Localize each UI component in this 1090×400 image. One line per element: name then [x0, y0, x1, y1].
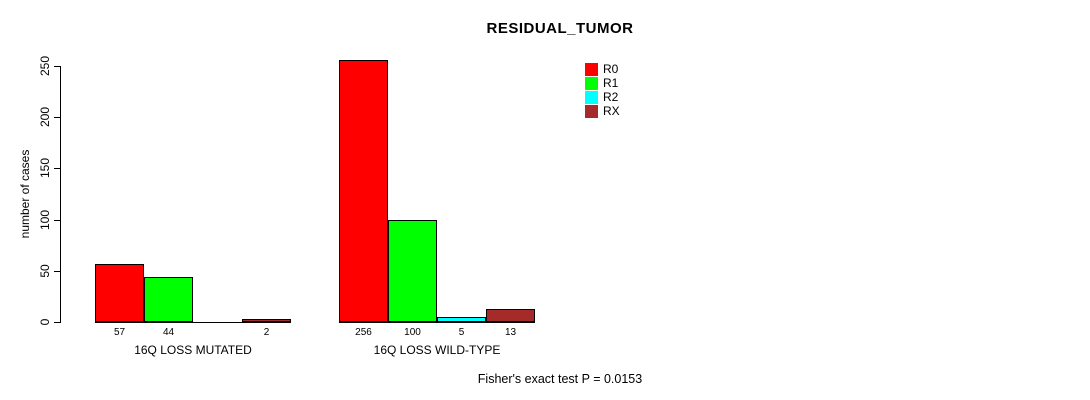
bar-r0-group2	[339, 60, 388, 322]
y-tick-label: 100	[38, 209, 52, 231]
y-tick-mark	[54, 220, 60, 221]
chart-title: RESIDUAL_TUMOR	[486, 20, 634, 37]
legend-swatch-r2	[585, 90, 598, 104]
x-category-label: 16Q LOSS WILD-TYPE	[373, 343, 501, 357]
bar-r1-group1	[144, 277, 193, 322]
bar-r0-group1	[95, 264, 144, 322]
bar-value-label: 5	[458, 327, 465, 338]
y-tick-label: 200	[38, 106, 52, 128]
bar-value-label: 13	[504, 327, 517, 338]
y-tick-mark	[54, 168, 60, 169]
bar-value-label: 100	[404, 327, 421, 338]
legend-swatch-rx	[585, 104, 598, 118]
y-axis-line	[60, 66, 61, 323]
legend-label-rx: RX	[603, 104, 620, 118]
bar-rx-group1	[242, 319, 291, 322]
bar-value-label: 44	[162, 327, 175, 338]
y-tick-label: 0	[38, 318, 52, 326]
legend-row-r0: R0	[585, 62, 620, 76]
legend-swatch-r0	[585, 62, 598, 76]
y-tick-mark	[54, 66, 60, 67]
legend-row-r2: R2	[585, 90, 620, 104]
y-tick-mark	[54, 322, 60, 323]
group-baseline	[95, 322, 291, 323]
legend-swatch-r1	[585, 76, 598, 90]
legend-row-rx: RX	[585, 104, 620, 118]
y-tick-label: 50	[38, 264, 52, 278]
y-tick-label: 250	[38, 55, 52, 77]
x-category-label: 16Q LOSS MUTATED	[134, 343, 252, 357]
legend-label-r2: R2	[603, 90, 619, 104]
bar-r1-group2	[388, 220, 437, 322]
bar-value-label: 2	[263, 327, 270, 338]
bar-r2-group2	[437, 317, 486, 322]
y-tick-mark	[54, 117, 60, 118]
y-tick-mark	[54, 271, 60, 272]
legend: R0 R1 R2 RX	[585, 62, 620, 118]
bar-rx-group2	[486, 309, 535, 322]
group-baseline	[339, 322, 535, 323]
bar-value-label: 256	[355, 327, 372, 338]
y-tick-label: 150	[38, 157, 52, 179]
legend-row-r1: R1	[585, 76, 620, 90]
footer-note: Fisher's exact test P = 0.0153	[477, 372, 643, 386]
bar-value-label: 57	[113, 327, 126, 338]
legend-label-r1: R1	[603, 76, 619, 90]
legend-label-r0: R0	[603, 62, 619, 76]
